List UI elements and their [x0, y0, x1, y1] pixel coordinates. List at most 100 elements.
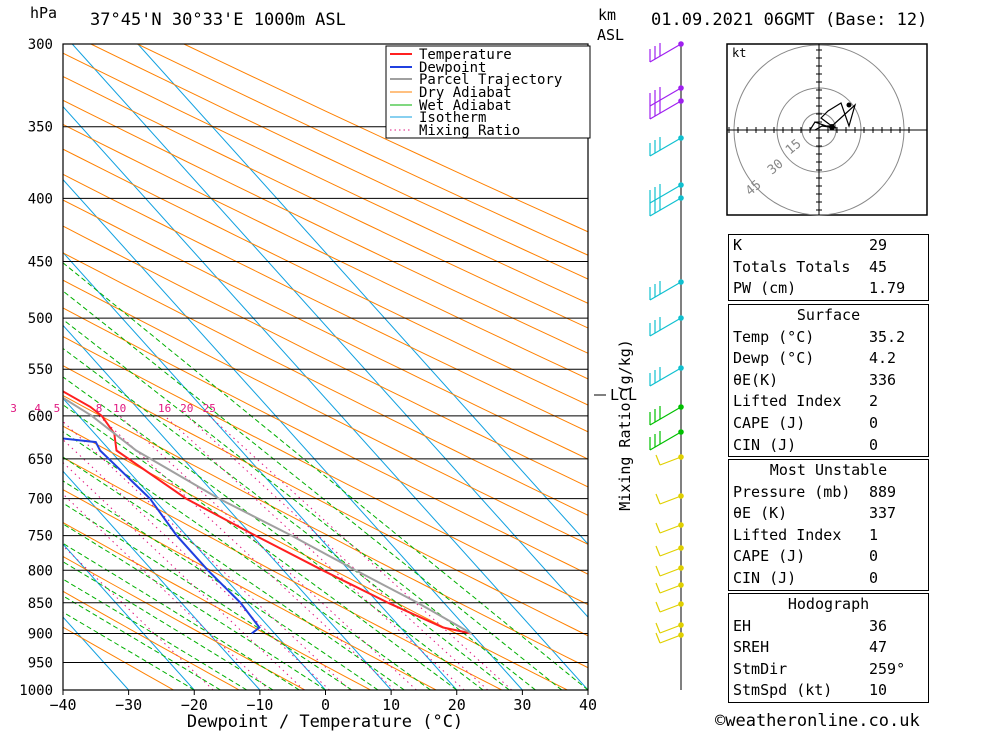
- index-value: 336: [869, 370, 897, 389]
- most-unstable-row: θE (K) 337: [729, 503, 928, 525]
- pressure-tick-label: 850: [28, 596, 53, 612]
- dry-adiabat-line: [63, 365, 588, 637]
- pressure-tick-label: 600: [28, 409, 53, 425]
- wet-adiabat-line: [63, 561, 274, 690]
- wind-barb: [649, 43, 682, 63]
- wet-adiabat-line: [63, 523, 326, 690]
- index-row-pw: PW (cm) 1.79: [729, 278, 928, 300]
- dry-adiabat-line: [63, 590, 240, 690]
- dry-adiabat-line: [63, 555, 306, 690]
- wind-barb: [649, 137, 682, 157]
- wind-barb: [649, 281, 682, 301]
- most-unstable-row: CIN (J) 0: [729, 568, 928, 590]
- index-value: 2: [869, 392, 879, 411]
- x-tick-label: 10: [382, 696, 400, 714]
- surface-row: Temp (°C) 35.2: [729, 327, 928, 349]
- wet-adiabat-line: [63, 262, 588, 690]
- wind-barb: [649, 431, 682, 451]
- wind-barb: [649, 317, 682, 337]
- dry-adiabat-line: [63, 123, 588, 380]
- wet-adiabat-line: [63, 578, 248, 690]
- x-tick-label: −40: [49, 696, 76, 714]
- pressure-tick-label: 800: [28, 563, 53, 579]
- mixing-ratio-label: 16: [158, 402, 171, 415]
- x-tick-label: −10: [246, 696, 273, 714]
- index-label: StmDir: [733, 659, 788, 678]
- wet-adiabat-line: [63, 502, 353, 690]
- legend-label-mixing-ratio: Mixing Ratio: [419, 123, 520, 139]
- index-value: 0: [869, 547, 879, 566]
- hodograph-unit: kt: [732, 46, 746, 60]
- mixing-ratio-label: 20: [180, 402, 193, 415]
- pressure-tick-label: 300: [28, 37, 53, 53]
- asl-label: ASL: [597, 26, 625, 44]
- wind-barb: [655, 632, 682, 644]
- hodograph-row: StmSpd (kt) 10: [729, 680, 928, 702]
- wet-adiabat-line: [63, 480, 379, 690]
- wet-adiabat-line: [63, 456, 405, 690]
- wind-barb: [655, 454, 682, 466]
- site-credit[interactable]: ©weatheronline.co.uk: [715, 711, 920, 731]
- mixing-ratio-label: 4: [34, 402, 41, 415]
- most-unstable-row: CAPE (J) 0: [729, 546, 928, 568]
- dry-adiabat-line: [63, 425, 568, 690]
- dry-adiabat-line: [90, 44, 588, 280]
- index-value: 1: [869, 525, 879, 544]
- index-label: Pressure (mb): [733, 482, 851, 501]
- legend-label-dewpoint: Dewpoint: [419, 60, 486, 76]
- index-value: 337: [869, 504, 897, 523]
- pressure-tick-label: 400: [28, 191, 53, 207]
- isotherm-line: [63, 324, 392, 690]
- dry-adiabat-line: [63, 456, 502, 690]
- index-label: θE(K): [733, 370, 779, 389]
- index-label: θE (K): [733, 504, 788, 523]
- index-value: 45: [869, 257, 888, 276]
- x-tick-label: −30: [115, 696, 142, 714]
- surface-row: Dewp (°C) 4.2: [729, 348, 928, 370]
- most-unstable-title: Most Unstable: [769, 461, 888, 479]
- hodograph-row: StmDir 259°: [729, 659, 928, 681]
- pressure-tick-label: 500: [28, 311, 53, 327]
- mixing-ratio-label: 10: [113, 402, 126, 415]
- hodograph-row: EH 36: [729, 616, 928, 638]
- mixing-ratio-line: [63, 493, 270, 690]
- index-label: CIN (J): [733, 435, 797, 454]
- hodograph-row: SREH 47: [729, 637, 928, 659]
- isotherm-line: [63, 397, 326, 690]
- mixing-ratio-label: 8: [96, 402, 103, 415]
- wind-profile: [649, 41, 684, 690]
- legend: Temperature Dewpoint Parcel Trajectory D…: [385, 45, 591, 139]
- legend-label-dry-adiabat: Dry Adiabat: [419, 85, 512, 101]
- index-value: 0: [869, 435, 879, 454]
- parcel-trajectory-line: [63, 396, 472, 635]
- wind-barb: [649, 197, 682, 217]
- legend-label-wet-adiabat: Wet Adiabat: [419, 98, 512, 114]
- most-unstable-row: Pressure (mb) 889: [729, 482, 928, 504]
- legend-label-temperature: Temperature: [419, 47, 512, 63]
- pressure-tick-label: 1000: [19, 683, 53, 699]
- index-label: Totals Totals: [733, 257, 851, 276]
- isotherm-line: [71, 44, 588, 618]
- isotherm-line: [63, 543, 195, 690]
- surface-row: CIN (J) 0: [729, 435, 928, 457]
- surface-row: θE(K) 336: [729, 370, 928, 392]
- index-value: 35.2: [869, 327, 906, 346]
- dry-adiabat-line: [137, 44, 588, 256]
- x-tick-label: −20: [181, 696, 208, 714]
- index-label: PW (cm): [733, 279, 797, 298]
- x-tick-label: 0: [321, 696, 330, 714]
- dry-adiabat-line: [63, 522, 371, 690]
- index-label: StmSpd (kt): [733, 681, 833, 700]
- dry-adiabat-line: [63, 173, 588, 433]
- mixing-ratio-label: 5: [54, 402, 61, 415]
- index-label: CAPE (J): [733, 547, 806, 566]
- index-label: Lifted Index: [733, 525, 842, 544]
- surface-row: CAPE (J) 0: [729, 413, 928, 435]
- pressure-unit: hPa: [30, 4, 58, 22]
- wind-barb: [655, 522, 682, 534]
- wind-barb: [655, 493, 682, 505]
- wet-adiabat-line: [63, 319, 536, 690]
- index-value: 0: [869, 413, 879, 432]
- index-row-k: K 29: [729, 235, 928, 257]
- dry-adiabat-line: [63, 52, 588, 304]
